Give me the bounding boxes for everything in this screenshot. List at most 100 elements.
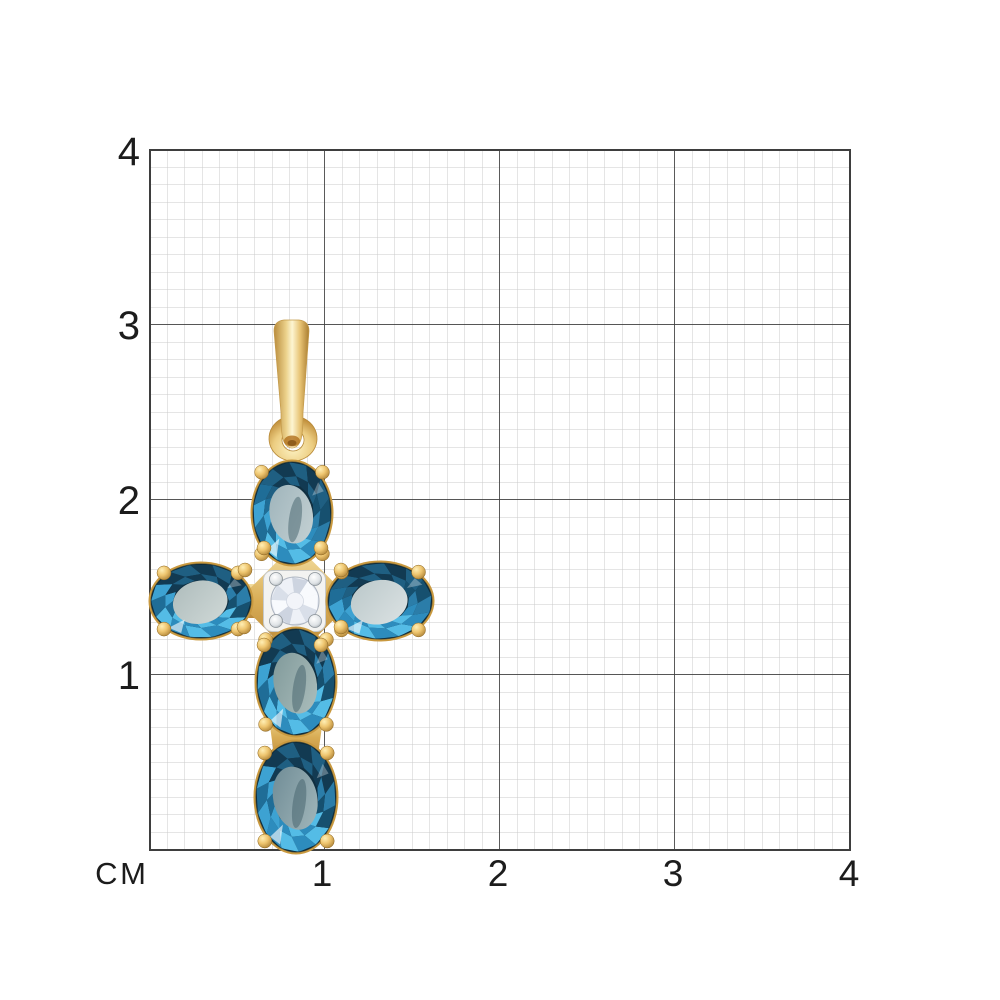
- gem-facet: [300, 757, 313, 777]
- gem-glint: [316, 763, 329, 779]
- gem-facet: [405, 568, 423, 591]
- gold-prong-ball: [256, 540, 272, 556]
- gem-streak: [291, 778, 307, 829]
- gem-facet: [291, 643, 307, 657]
- gem-glint: [316, 650, 328, 664]
- bail-strap-tip-core: [287, 440, 297, 446]
- gem-facet: [263, 508, 272, 532]
- gem-facet: [311, 520, 331, 542]
- gem-facet: [265, 485, 282, 500]
- gem-facet: [216, 617, 246, 630]
- gem-facet: [276, 543, 295, 564]
- gem-facet: [172, 576, 195, 585]
- cross-pendant: [148, 319, 435, 855]
- gold-prong-ball: [319, 717, 334, 732]
- gem-facet: [401, 603, 418, 616]
- gem-facet: [322, 652, 335, 685]
- gem-facet: [296, 476, 308, 494]
- pendant-bail: [268, 319, 318, 462]
- gem-facet: [258, 645, 280, 667]
- gem-outline: [252, 461, 332, 565]
- gem-facet: [151, 595, 166, 617]
- gem-facet: [271, 650, 288, 663]
- gem-outline: [256, 628, 336, 736]
- gem-streak: [288, 496, 303, 543]
- gem-table: [350, 579, 408, 625]
- gem-facet: [298, 629, 316, 654]
- gem-outline: [150, 563, 252, 639]
- gem-glint: [270, 824, 283, 845]
- x-tick-label: 3: [663, 853, 684, 894]
- gem-top: [250, 459, 334, 567]
- gem-facet: [368, 627, 399, 639]
- gem-facet: [374, 573, 395, 583]
- gem-facet: [310, 745, 326, 777]
- gem-facet: [391, 574, 406, 589]
- gem-facet: [279, 817, 292, 837]
- x-tick-label: 2: [488, 853, 509, 894]
- gem-facet: [253, 499, 266, 528]
- gem-facet: [342, 594, 353, 612]
- gem-facet: [156, 572, 186, 585]
- gem-facet: [318, 498, 331, 527]
- gem-facet: [320, 674, 335, 702]
- center-gem-facet: [295, 593, 318, 611]
- gem-facet: [314, 653, 323, 678]
- axis-labels: 4 3 2 1 СМ 1 2 3 4: [95, 130, 859, 894]
- gem-facet: [279, 830, 299, 852]
- gold-prong-ball: [254, 464, 269, 480]
- gem-facet: [361, 563, 392, 575]
- gem-facet: [276, 698, 288, 719]
- gold-prong-ball: [313, 637, 329, 653]
- gem-facet: [407, 590, 418, 608]
- grid-border: [149, 149, 851, 851]
- gold-prong-ball: [319, 833, 335, 849]
- gem-facet: [310, 510, 321, 530]
- gold-prong-ball: [411, 564, 426, 580]
- gem-facet: [317, 777, 326, 802]
- gem-facet: [226, 584, 237, 601]
- gem-facet: [385, 624, 418, 637]
- gold-prong-ball: [333, 562, 349, 578]
- gold-prong-ball: [315, 464, 330, 480]
- gem-facet: [267, 632, 292, 650]
- gem-facet: [300, 714, 325, 732]
- bail-strap: [273, 319, 310, 449]
- gem-facet: [201, 625, 233, 638]
- gold-prong-ball: [258, 717, 273, 732]
- gem-facet: [185, 625, 213, 638]
- gold-prong-ball: [236, 619, 252, 635]
- gem-facet: [169, 564, 201, 577]
- gem-facet: [328, 587, 348, 607]
- y-tick-label: 2: [118, 479, 140, 523]
- gold-prong-ball: [411, 622, 426, 638]
- gem-facet: [308, 482, 317, 505]
- center-prong: [308, 614, 322, 628]
- center-prong: [308, 572, 322, 586]
- ruler-grid: [149, 149, 851, 851]
- gold-prong-ball: [257, 833, 273, 849]
- x-tick-label: 1: [312, 853, 333, 894]
- center-stone-setting: [263, 570, 326, 632]
- gem-glint: [406, 578, 423, 588]
- gem-facet: [330, 575, 359, 590]
- gem-middle: [254, 626, 338, 738]
- gem-outline: [255, 741, 337, 853]
- gem-glint: [266, 538, 280, 558]
- gem-facet: [412, 595, 432, 615]
- gem-facet: [316, 667, 325, 691]
- gem-facet: [218, 607, 237, 618]
- gem-facet: [257, 799, 271, 835]
- gem-facet: [304, 645, 316, 666]
- gem-facet: [328, 598, 345, 623]
- gem-facet: [323, 780, 336, 812]
- gem-facet: [304, 701, 321, 714]
- gem-facet: [165, 584, 184, 595]
- gem-facet: [281, 629, 305, 645]
- gem-facet: [189, 564, 217, 577]
- gem-facet: [253, 484, 273, 506]
- gold-prong-ball: [319, 745, 335, 761]
- gem-facet: [285, 707, 301, 721]
